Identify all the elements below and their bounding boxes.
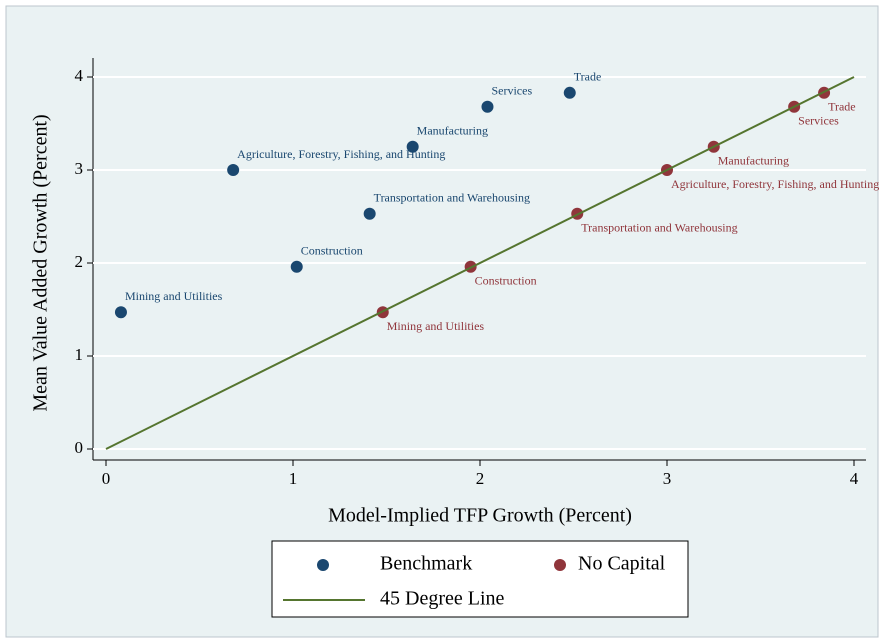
point-label: Mining and Utilities — [387, 319, 485, 333]
point — [406, 140, 419, 153]
point-label: Trade — [574, 70, 602, 84]
legend-label: Benchmark — [380, 553, 472, 575]
point-label: Mining and Utilities — [125, 289, 223, 303]
point — [481, 100, 494, 113]
x-tick-label: 4 — [850, 469, 859, 488]
point-label: Transportation and Warehousing — [374, 190, 530, 204]
legend-label: No Capital — [578, 553, 666, 575]
point — [363, 207, 376, 220]
point — [227, 164, 240, 176]
point-label: Construction — [475, 273, 537, 287]
x-tick-label: 2 — [476, 469, 485, 488]
point-label: Manufacturing — [718, 154, 789, 168]
y-tick-label: 1 — [75, 345, 84, 364]
y-tick-label: 4 — [75, 66, 84, 85]
frame — [5, 5, 879, 638]
point-label: Services — [491, 84, 532, 98]
y-axis-title: Mean Value Added Growth (Percent) — [30, 114, 52, 411]
point — [290, 260, 303, 273]
legend-box — [271, 540, 689, 618]
point-label: Transportation and Warehousing — [581, 220, 737, 234]
reference-line — [105, 76, 855, 450]
point-label: Trade — [828, 100, 856, 114]
x-axis-title: Model-Implied TFP Growth (Percent) — [328, 505, 632, 527]
point-label: Construction — [301, 243, 363, 257]
point — [114, 306, 127, 319]
y-tick-label: 3 — [75, 159, 84, 178]
y-tick-label: 0 — [75, 438, 84, 457]
legend-marker — [317, 559, 329, 571]
x-tick-label: 0 — [102, 469, 111, 488]
x-tick-label: 3 — [663, 469, 672, 488]
point-label: Agriculture, Forestry, Fishing, and Hunt… — [671, 177, 879, 191]
y-tick-label: 2 — [75, 252, 84, 271]
legend-label: 45 Degree Line — [380, 588, 505, 610]
point-label: Manufacturing — [417, 124, 488, 138]
x-tick-label: 1 — [289, 469, 298, 488]
point-label: Agriculture, Forestry, Fishing, and Hunt… — [237, 147, 445, 161]
legend-marker — [554, 559, 566, 571]
point — [563, 86, 576, 99]
point-label: Services — [798, 114, 839, 128]
